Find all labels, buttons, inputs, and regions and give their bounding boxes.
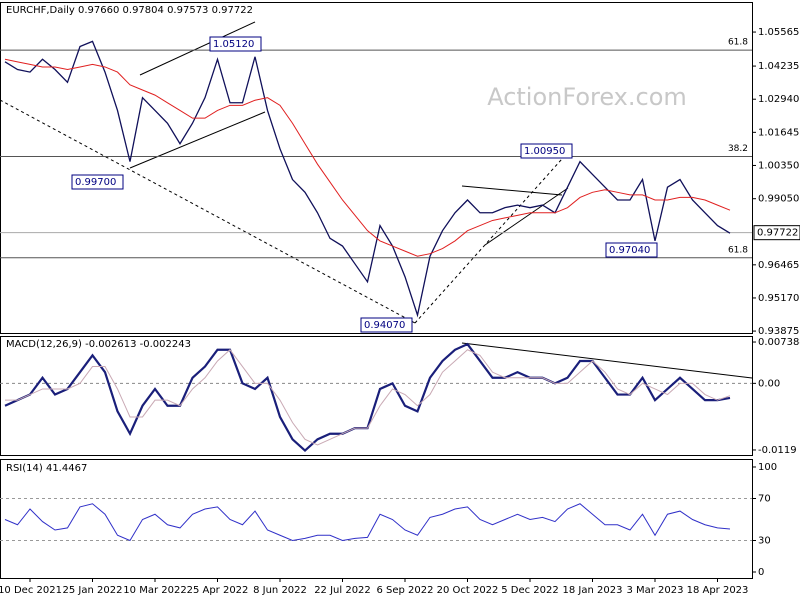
macd-trendline [461, 342, 753, 379]
x-tick-label: 18 Jan 2023 [563, 585, 623, 596]
trendline [414, 149, 571, 324]
price-annotation-box [71, 174, 124, 190]
x-tick-label: 10 Dec 2021 [0, 585, 62, 596]
series-line [5, 349, 731, 446]
price-annotation: 0.99700 [75, 177, 116, 188]
y-tick-label: 1.05565 [758, 27, 799, 38]
pane-frame [0, 336, 753, 456]
watermark: ActionForex.com [487, 83, 687, 111]
price-annotation: 1.05120 [213, 39, 254, 50]
y-tick-label: 1.01645 [758, 127, 799, 138]
price-annotation-box [605, 242, 658, 258]
price-annotation-box [209, 36, 262, 52]
y-tick-label: 100 [758, 462, 777, 473]
last-price-label: 0.97722 [757, 228, 798, 239]
y-tick-label: 1.02940 [758, 94, 799, 105]
x-tick-label: 20 Oct 2022 [437, 585, 499, 596]
x-tick-label: 8 Jun 2022 [253, 585, 307, 596]
x-tick-label: 25 Jan 2022 [63, 585, 123, 596]
y-tick-label: 70 [758, 493, 771, 504]
fib-label: 61.8 [728, 38, 748, 48]
x-tick-label: 22 Jul 2022 [314, 585, 371, 596]
x-tick-label: 5 Dec 2022 [501, 585, 559, 596]
x-tick-label: 6 Sep 2022 [376, 585, 433, 596]
triangle-line [461, 185, 563, 196]
price-annotation: 1.00950 [524, 146, 565, 157]
series-line [4, 58, 731, 257]
y-tick-label: 0.00 [758, 378, 780, 389]
y-tick-label: 0 [758, 567, 764, 578]
macd-title: MACD(12,26,9) -0.002613 -0.002243 [6, 339, 191, 350]
trendline [0, 99, 416, 324]
triangle-line [484, 187, 569, 246]
fib-label: 61.8 [728, 245, 748, 255]
series-line [4, 503, 731, 542]
y-tick-label: -0.0119 [758, 445, 797, 456]
x-tick-label: 10 Mar 2022 [123, 585, 186, 596]
channel-line [129, 111, 266, 169]
x-tick-label: 3 Mar 2023 [626, 585, 683, 596]
channel-line [139, 21, 256, 76]
y-tick-label: 1.04235 [758, 61, 799, 72]
y-tick-label: 0.99050 [758, 194, 799, 205]
price-annotation-box [360, 317, 413, 333]
pane-frame [0, 459, 753, 579]
y-tick-label: 0.96465 [758, 260, 799, 271]
series-line [4, 40, 731, 318]
price-annotation: 0.97040 [609, 245, 650, 256]
y-tick-label: 0.95170 [758, 293, 799, 304]
x-tick-label: 25 Apr 2022 [187, 585, 249, 596]
last-price-box [753, 225, 800, 241]
trendlines [0, 21, 753, 379]
x-tick-label: 18 Apr 2023 [687, 585, 749, 596]
y-tick-label: 30 [758, 536, 771, 547]
price-annotation-box [520, 143, 573, 159]
y-tick-label: 0.93875 [758, 326, 799, 337]
chart-title: EURCHF,Daily 0.97660 0.97804 0.97573 0.9… [6, 5, 253, 16]
pane-frame [0, 2, 753, 334]
y-tick-label: 1.00350 [758, 160, 799, 171]
rsi-title: RSI(14) 41.4467 [6, 463, 87, 474]
y-tick-label: 0.007384 [758, 337, 800, 348]
fib-label: 38.2 [728, 144, 748, 154]
price-annotation: 0.94070 [364, 320, 405, 331]
